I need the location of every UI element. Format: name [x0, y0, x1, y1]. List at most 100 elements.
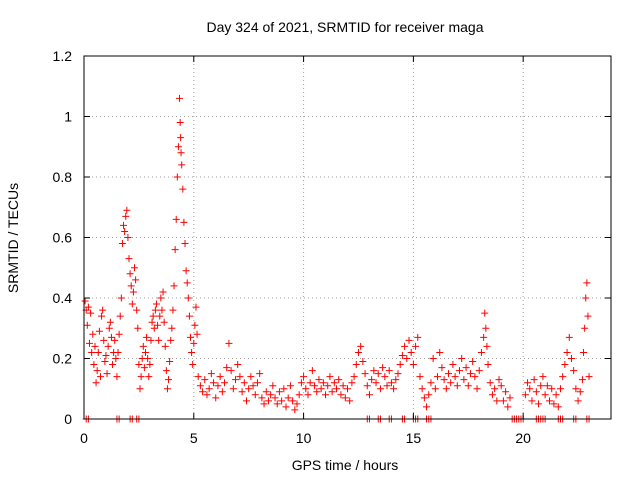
data-point	[414, 333, 422, 341]
data-point	[460, 376, 468, 384]
data-point	[333, 385, 341, 393]
data-point	[319, 379, 327, 387]
data-point	[185, 312, 193, 320]
data-point	[221, 379, 229, 387]
data-point	[121, 227, 129, 235]
data-point	[407, 348, 415, 356]
data-point	[280, 385, 288, 393]
data-point	[99, 306, 107, 314]
data-point	[167, 336, 175, 344]
data-point	[262, 388, 270, 396]
data-point	[214, 382, 222, 390]
data-point	[491, 385, 499, 393]
data-point	[232, 376, 240, 384]
data-point	[199, 388, 207, 396]
data-point	[539, 373, 547, 381]
data-point	[462, 364, 470, 372]
data-point	[132, 276, 140, 284]
y-tick-label: 1.2	[53, 48, 73, 64]
data-point	[363, 382, 371, 390]
data-point	[88, 348, 96, 356]
data-point	[368, 376, 376, 384]
data-point	[297, 379, 305, 387]
data-point	[357, 342, 365, 350]
data-point	[193, 330, 201, 338]
data-point	[339, 382, 347, 390]
data-point	[473, 385, 481, 393]
data-point	[160, 318, 168, 326]
data-point	[585, 373, 593, 381]
data-point	[106, 318, 114, 326]
data-point	[91, 342, 99, 350]
data-point	[354, 348, 362, 356]
data-point	[111, 336, 119, 344]
data-point	[120, 221, 128, 229]
data-point	[495, 376, 503, 384]
data-point	[143, 333, 151, 341]
y-tick-label: 1	[64, 109, 72, 125]
x-tick-label: 10	[296, 430, 312, 446]
data-point	[93, 367, 101, 375]
data-point	[155, 336, 163, 344]
data-point	[317, 385, 325, 393]
data-point	[207, 370, 215, 378]
data-point	[240, 379, 248, 387]
data-point	[223, 364, 231, 372]
data-point	[567, 355, 575, 362]
data-point	[117, 294, 125, 302]
data-point	[115, 330, 123, 338]
data-point	[147, 336, 155, 344]
data-point	[114, 348, 122, 356]
data-point	[365, 391, 373, 399]
data-point	[374, 370, 382, 378]
data-point	[190, 339, 198, 347]
data-point	[210, 379, 218, 387]
data-point	[425, 391, 433, 399]
data-point	[201, 376, 209, 384]
data-point	[480, 333, 488, 341]
data-point	[90, 361, 98, 369]
data-point	[141, 348, 149, 356]
data-point	[524, 379, 532, 387]
data-point	[189, 361, 197, 369]
data-point	[308, 367, 316, 375]
data-point	[169, 306, 177, 314]
data-point	[302, 385, 310, 393]
data-point	[554, 403, 562, 411]
x-tick-label: 20	[515, 430, 531, 446]
x-tick-label: 0	[80, 430, 88, 446]
data-point	[212, 394, 220, 402]
data-point	[184, 294, 192, 302]
data-point	[122, 212, 130, 220]
data-point	[181, 240, 189, 248]
data-point	[166, 358, 174, 366]
data-point	[161, 342, 169, 350]
data-point	[322, 391, 330, 399]
data-point	[445, 370, 453, 378]
data-point	[177, 134, 185, 142]
data-point	[401, 342, 409, 350]
data-point	[423, 403, 431, 411]
data-point	[180, 218, 188, 226]
data-point	[134, 324, 142, 332]
x-tick-label: 5	[190, 430, 198, 446]
data-point	[390, 385, 398, 393]
data-point	[535, 400, 543, 408]
data-point	[101, 358, 109, 366]
data-point	[315, 376, 323, 384]
data-point	[475, 367, 483, 375]
data-point	[304, 391, 312, 399]
data-point	[125, 255, 133, 263]
data-point	[84, 303, 92, 311]
data-point	[159, 288, 167, 296]
data-point	[532, 388, 540, 396]
data-point	[416, 373, 424, 381]
data-point	[176, 119, 184, 127]
data-point	[398, 351, 406, 359]
data-point	[151, 306, 159, 314]
data-point	[488, 391, 496, 399]
data-point	[128, 300, 136, 308]
data-point	[229, 385, 237, 393]
data-point	[186, 333, 194, 341]
data-point	[574, 397, 582, 405]
